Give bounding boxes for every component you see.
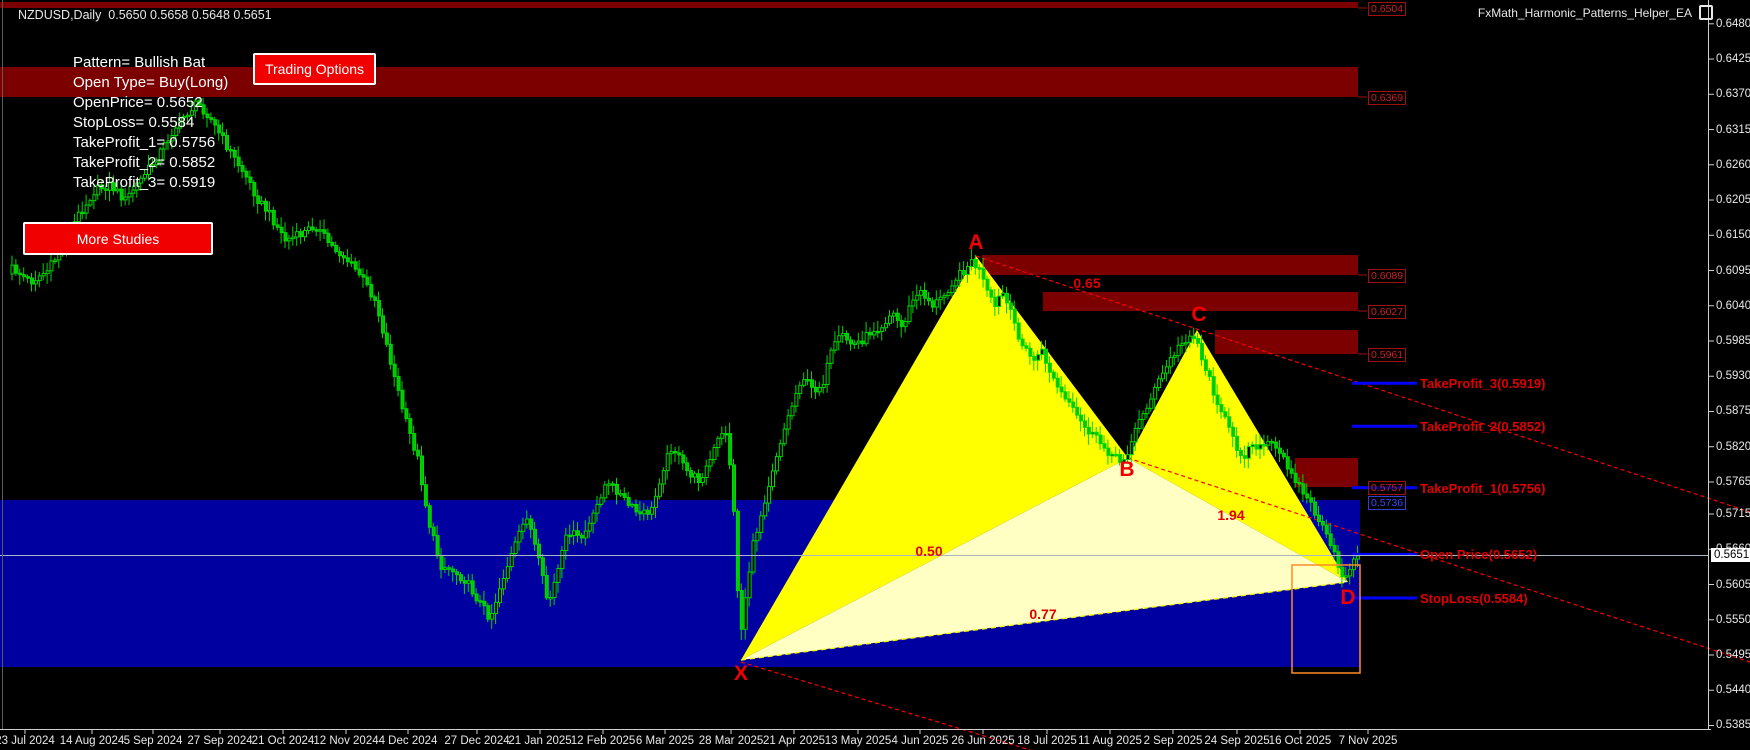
price-tick-label: 0.6425: [1716, 53, 1750, 65]
time-tick-label: 27 Sep 2024: [187, 735, 253, 747]
pattern-point-C: C: [1191, 303, 1207, 326]
price-tick-label: 0.5495: [1716, 649, 1750, 661]
pattern-ratio-label: 1.94: [1217, 507, 1245, 523]
pattern-ratio-label: 0.50: [915, 543, 943, 559]
time-tick-label: 4 Dec 2024: [378, 735, 438, 747]
price-tick-label: 0.5765: [1716, 476, 1750, 488]
time-tick-label: 28 Mar 2025: [698, 735, 764, 747]
supply-zone-rect-2: [982, 255, 1358, 275]
zone-price-tag: 0.6369: [1368, 91, 1407, 105]
time-tick-label: 27 Dec 2024: [444, 735, 510, 747]
time-tick-label: 16 Oct 2025: [1268, 735, 1332, 747]
time-tick-label: 21 Jan 2025: [508, 735, 572, 747]
supply-zone-rect-0: [0, 2, 1358, 8]
price-tick-label: 0.6315: [1716, 124, 1750, 136]
time-tick-label: 24 Sep 2025: [1204, 735, 1270, 747]
x-drop-dashed-line: [740, 661, 1031, 750]
zone-price-tag: 0.6027: [1368, 305, 1407, 319]
time-tick-label: 21 Apr 2025: [762, 735, 826, 747]
info-line-1: Open Type= Buy(Long): [73, 74, 229, 91]
supply-zone-rect-1: [0, 67, 1358, 97]
supply-zone-rect-4: [1215, 330, 1358, 354]
pattern-ratio-label: 0.77: [1029, 606, 1057, 622]
supply-zone-rect-3: [1043, 292, 1358, 311]
time-tick-label: 6 Mar 2025: [635, 735, 695, 747]
price-tick-label: 0.5550: [1716, 614, 1750, 626]
xd-dashed-line: [740, 581, 1349, 661]
info-line-5: TakeProfit_2= 0.5852: [73, 154, 216, 171]
trade-level-label: StopLoss(0.5584): [1420, 591, 1528, 606]
trade-level-label: TakeProfit_2(0.5852): [1420, 419, 1546, 434]
price-tick-label: 0.5605: [1716, 579, 1750, 591]
pattern-triangle-XAB: [741, 256, 1128, 660]
price-tick-label: 0.6150: [1716, 229, 1750, 241]
zone-price-tag: 0.5961: [1368, 348, 1407, 362]
chart-title: NZDUSD,Daily 0.5650 0.5658 0.5648 0.5651: [18, 8, 272, 22]
time-tick-label: 18 Jul 2025: [1017, 735, 1077, 747]
pattern-triangle-XBD: [741, 458, 1348, 660]
ea-info-panel: Pattern= Bullish Bat Open Type= Buy(Long)…: [73, 54, 228, 194]
ea-status-icon[interactable]: [1699, 5, 1713, 20]
price-tick-label: 0.6260: [1716, 159, 1750, 171]
info-line-4: TakeProfit_1= 0.5756: [73, 134, 216, 151]
price-tick-label: 0.5820: [1716, 441, 1750, 453]
price-tick-label: 0.5875: [1716, 405, 1750, 417]
zone-price-tag: 0.5757: [1368, 481, 1407, 495]
pattern-point-B: B: [1119, 458, 1135, 481]
price-tick-label: 0.6095: [1716, 265, 1750, 277]
time-tick-label: 23 Jul 2024: [0, 735, 55, 747]
info-line-3: StopLoss= 0.5584: [73, 114, 195, 131]
prz-orange-box: [1291, 564, 1361, 674]
pattern-point-A: A: [968, 231, 984, 254]
time-tick-label: 26 Jun 2025: [951, 735, 1015, 747]
more-studies-button[interactable]: More Studies: [23, 222, 213, 255]
price-tick-label: 0.5985: [1716, 335, 1750, 347]
time-tick-label: 7 Nov 2025: [1338, 735, 1398, 747]
trading-options-button[interactable]: Trading Options: [253, 53, 376, 85]
pattern-point-D: D: [1340, 586, 1356, 609]
price-tick-label: 0.5440: [1716, 684, 1750, 696]
supply-zone-rect-5: [1295, 458, 1358, 487]
time-tick-label: 11 Aug 2025: [1078, 735, 1142, 747]
demand-zone-price-tag: 0.5736: [1368, 496, 1407, 510]
time-tick-label: 12 Nov 2024: [313, 735, 379, 747]
info-line-6: TakeProfit_3= 0.5919: [73, 174, 216, 191]
zone-price-tag: 0.6504: [1368, 2, 1407, 16]
pattern-ratio-label: 0.65: [1073, 275, 1101, 291]
trade-level-label: TakeProfit_3(0.5919): [1420, 376, 1546, 391]
price-tick-label: 0.6040: [1716, 300, 1750, 312]
time-tick-label: 12 Feb 2025: [570, 735, 636, 747]
trade-level-label: TakeProfit_1(0.5756): [1420, 481, 1546, 496]
trade-level-label: Open Price(0.5652): [1420, 547, 1538, 562]
pattern-triangle-BCD: [1128, 330, 1348, 582]
pattern-point-X: X: [733, 662, 749, 685]
info-line-2: OpenPrice= 0.5652: [73, 94, 203, 111]
price-tick-label: 0.5385: [1716, 719, 1750, 731]
price-tick-label: 0.6370: [1716, 88, 1750, 100]
time-tick-label: 14 Aug 2024: [59, 735, 125, 747]
zone-price-tag: 0.6089: [1368, 269, 1407, 283]
price-tick-label: 0.5715: [1716, 508, 1750, 520]
time-tick-label: 4 Jun 2025: [891, 735, 949, 747]
time-tick-label: 21 Oct 2024: [251, 735, 315, 747]
time-tick-label: 5 Sep 2024: [123, 735, 183, 747]
time-tick-label: 13 May 2025: [824, 735, 892, 747]
time-tick-label: 2 Sep 2025: [1143, 735, 1203, 747]
ea-name: FxMath_Harmonic_Patterns_Helper_EA: [1477, 6, 1692, 20]
price-tick-label: 0.6480: [1716, 18, 1750, 30]
price-tick-label: 0.5930: [1716, 370, 1750, 382]
current-price-tag: 0.5651: [1711, 548, 1750, 562]
info-line-0: Pattern= Bullish Bat: [73, 54, 206, 71]
price-tick-label: 0.6205: [1716, 194, 1750, 206]
candles-group: [10, 97, 1360, 640]
